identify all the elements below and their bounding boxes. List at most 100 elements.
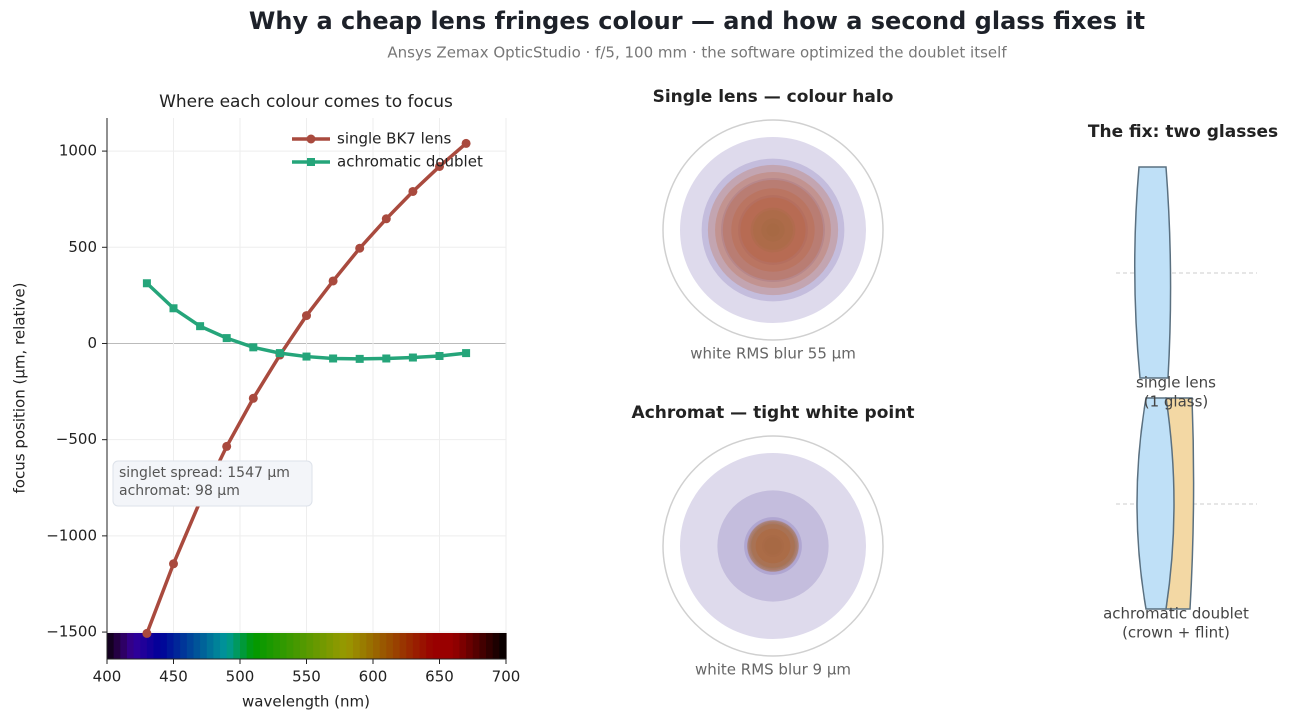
- y-tick-label: 0: [87, 334, 97, 352]
- spectrum: [353, 633, 361, 659]
- spectrum: [220, 633, 228, 659]
- spot-ring: [738, 195, 808, 265]
- spectrum: [499, 633, 507, 659]
- marker: [302, 352, 311, 361]
- marker: [196, 322, 205, 331]
- spot-ring: [680, 453, 866, 639]
- spectrum: [186, 633, 195, 659]
- spot-ring: [701, 158, 845, 302]
- lens-label: (1 glass): [1144, 393, 1209, 411]
- spectrum: [113, 633, 121, 659]
- spot-ring: [761, 218, 785, 242]
- marker: [169, 559, 178, 569]
- spot-ring: [751, 524, 795, 568]
- spot-ring: [721, 178, 825, 282]
- spectrum: [246, 633, 254, 659]
- spot-frame: [662, 435, 884, 657]
- spectrum: [359, 633, 367, 659]
- spectrum: [200, 633, 208, 659]
- spectrum: [107, 633, 115, 659]
- lens-label: (crown + flint): [1122, 624, 1230, 642]
- title: Why a cheap lens fringes colour — and ho…: [249, 7, 1145, 35]
- spectrum: [120, 633, 128, 659]
- spectrum: [326, 633, 334, 659]
- spot-caption: white RMS blur 55 µm: [690, 345, 856, 363]
- lens-label: achromatic doublet: [1103, 605, 1249, 623]
- marker: [275, 349, 284, 358]
- spectrum: [346, 633, 354, 659]
- spectrum: [406, 633, 414, 659]
- spectrum: [386, 633, 394, 659]
- x-tick-label: 650: [425, 668, 454, 686]
- spots: [680, 137, 866, 639]
- marker: [302, 311, 311, 321]
- marker: [408, 186, 418, 196]
- x-tick-label: 700: [492, 668, 521, 686]
- spot-ring: [715, 172, 831, 288]
- spectrum: [452, 633, 461, 659]
- spectrum: [253, 633, 261, 659]
- spectrum: [392, 633, 401, 659]
- marker: [408, 353, 417, 362]
- x-tick-label: 450: [159, 668, 188, 686]
- x-tick-label: 400: [93, 668, 122, 686]
- spot-frame: [662, 119, 884, 341]
- spot-ring: [749, 522, 797, 570]
- spectrum: [140, 633, 148, 659]
- spectrum: [286, 633, 294, 659]
- spectrum: [319, 633, 328, 659]
- crown-lens: [1136, 397, 1175, 610]
- spectrum: [180, 633, 188, 659]
- marker: [462, 349, 471, 358]
- spectrum: [486, 633, 494, 659]
- single-lens: [1133, 166, 1172, 379]
- legend-marker: [307, 158, 315, 166]
- marker: [142, 279, 151, 288]
- spectrum: [226, 633, 234, 659]
- legend-marker: [306, 134, 316, 144]
- spot-ring: [750, 207, 796, 253]
- spot-ring: [750, 523, 796, 569]
- subtitle: Ansys Zemax OpticStudio · f/5, 100 mm · …: [387, 44, 1007, 62]
- spectrum: [133, 633, 141, 659]
- marker: [355, 243, 365, 253]
- spectrum: [432, 633, 441, 659]
- spectrum: [153, 633, 161, 659]
- spot-ring: [764, 537, 782, 555]
- marker: [142, 628, 152, 638]
- spectrum: [279, 633, 288, 659]
- spectrum: [339, 633, 347, 659]
- spectrum: [419, 633, 427, 659]
- spectrum: [459, 633, 467, 659]
- spectrum: [466, 633, 474, 659]
- spectrum: [426, 633, 434, 659]
- spectrum: [333, 633, 341, 659]
- lens-label: single lens: [1136, 374, 1216, 392]
- y-tick-label: −1500: [46, 623, 97, 641]
- legend-label: achromatic doublet: [337, 153, 483, 171]
- spectrum: [160, 633, 168, 659]
- spectrum: [299, 633, 308, 659]
- x-tick-label: 500: [226, 668, 255, 686]
- spectrum: [313, 633, 321, 659]
- legend-label: single BK7 lens: [337, 130, 452, 148]
- x-tick-label: 600: [359, 668, 388, 686]
- spectrum: [259, 633, 268, 659]
- x-label: wavelength (nm): [242, 693, 370, 711]
- spectrum: [439, 633, 447, 659]
- spectrum: [366, 633, 374, 659]
- spot-ring: [752, 209, 794, 251]
- spectrum: [273, 633, 281, 659]
- marker: [355, 354, 364, 363]
- spectrum: [146, 633, 155, 659]
- spectrum: [240, 633, 248, 659]
- spectrum: [399, 633, 407, 659]
- spectrum: [479, 633, 487, 659]
- spectrum: [166, 633, 175, 659]
- spot-ring: [747, 520, 799, 572]
- spectrum: [213, 633, 221, 659]
- marker: [382, 354, 391, 363]
- spectrum: [193, 633, 201, 659]
- annotation-box: [112, 460, 313, 507]
